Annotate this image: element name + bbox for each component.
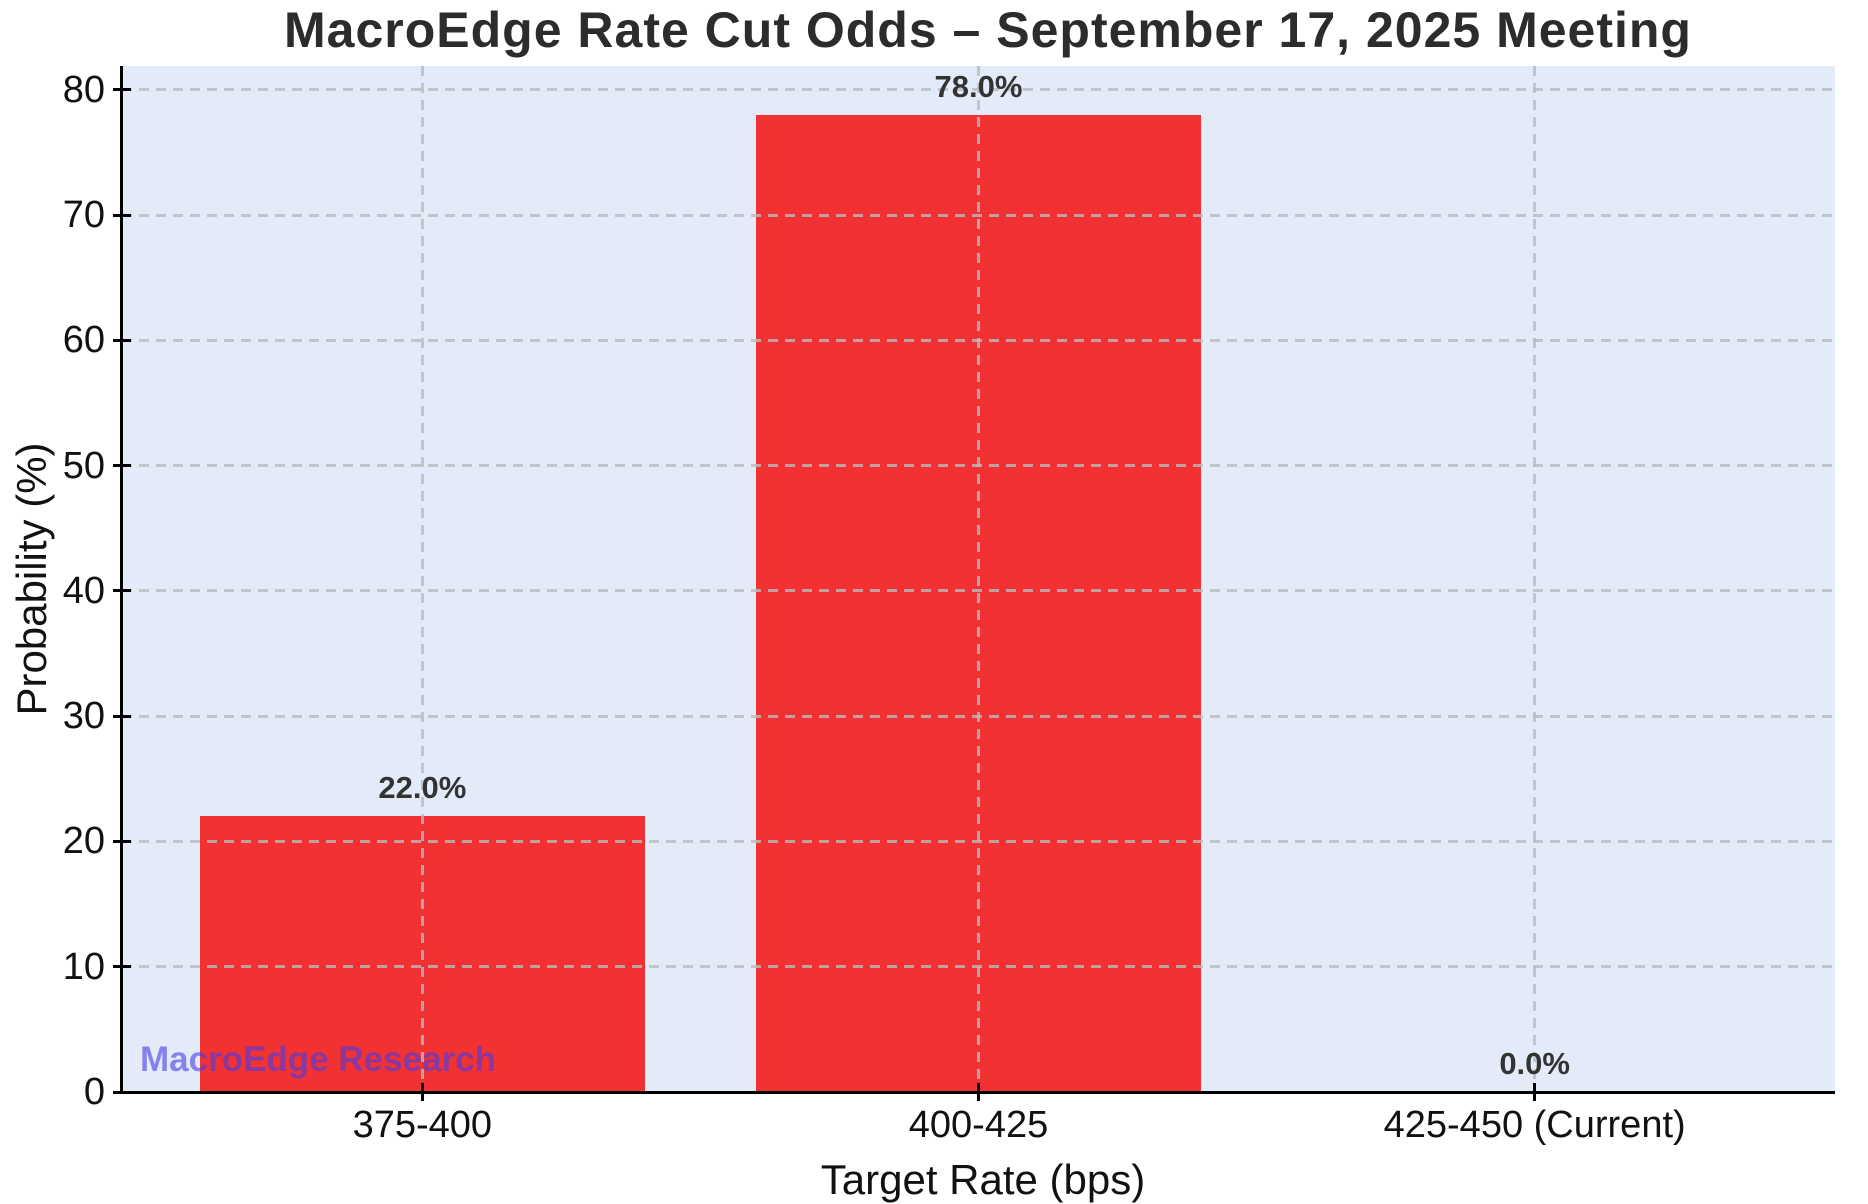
y-tick-label: 30 — [62, 695, 105, 738]
gridline-vertical — [977, 66, 980, 1092]
gridline-vertical — [420, 66, 424, 1092]
gridline-vertical — [1533, 66, 1537, 1092]
y-tick-label: 70 — [62, 194, 105, 237]
x-axis-label: Target Rate (bps) — [820, 1156, 1146, 1203]
x-tick-label: 375-400 — [352, 1104, 493, 1146]
bar-value-label: 0.0% — [1499, 1046, 1570, 1081]
bottom-spine — [120, 1091, 1835, 1094]
y-tick-label: 40 — [62, 569, 105, 612]
bar-value-label: 78.0% — [934, 68, 1023, 104]
y-tick-label: 0 — [83, 1071, 105, 1113]
y-tick-label: 80 — [62, 68, 105, 111]
x-tick-label: 425-450 (Current) — [1383, 1104, 1686, 1146]
y-tick-label: 50 — [62, 444, 105, 487]
y-tick-label: 10 — [62, 945, 105, 988]
chart-title: MacroEdge Rate Cut Odds – September 17, … — [284, 2, 1692, 58]
y-tick-label: 20 — [62, 820, 105, 863]
y-tick-label: 60 — [62, 319, 105, 362]
x-tick-label: 400-425 — [908, 1104, 1049, 1146]
bar-value-label: 22.0% — [378, 770, 467, 806]
watermark-text: MacroEdge Research — [140, 1040, 496, 1079]
left-spine — [120, 66, 123, 1094]
